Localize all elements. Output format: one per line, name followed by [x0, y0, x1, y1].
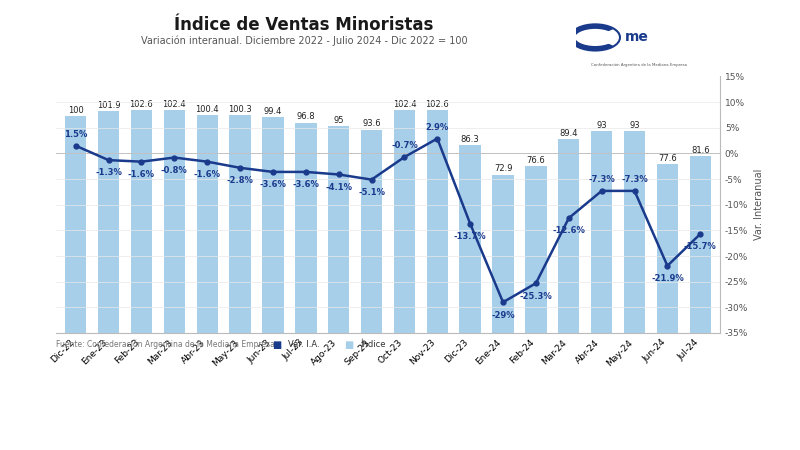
Text: Confederación Argentina de la Mediana Empresa: Confederación Argentina de la Mediana Em…: [591, 63, 687, 67]
Text: 102.6: 102.6: [426, 100, 449, 109]
Text: 93: 93: [596, 121, 607, 130]
Y-axis label: Var. Interanual: Var. Interanual: [754, 169, 764, 240]
Text: -12.6%: -12.6%: [552, 226, 586, 235]
Bar: [657, 164, 678, 333]
Bar: [295, 122, 317, 333]
Bar: [197, 115, 218, 333]
Text: 86.3: 86.3: [461, 135, 479, 144]
Text: -7.3%: -7.3%: [588, 175, 615, 184]
Text: -3.6%: -3.6%: [259, 180, 286, 189]
Wedge shape: [595, 30, 618, 45]
Text: -5.1%: -5.1%: [358, 188, 385, 197]
Bar: [624, 131, 646, 333]
Text: -29%: -29%: [491, 310, 515, 320]
Text: ■: ■: [272, 340, 282, 350]
Text: 95: 95: [334, 117, 344, 126]
Text: 100.3: 100.3: [228, 105, 252, 114]
Text: 2.9%: 2.9%: [426, 123, 449, 132]
Text: -1,6%: -1,6%: [615, 373, 690, 396]
Text: Variación intermensual
desestacionalizada: Variación intermensual desestacionalizad…: [596, 400, 709, 422]
Bar: [394, 110, 415, 333]
Bar: [98, 112, 119, 333]
Text: 99.4: 99.4: [264, 107, 282, 116]
Text: 1.5%: 1.5%: [64, 130, 87, 139]
Bar: [492, 175, 514, 333]
Text: Variación interanual: Variación interanual: [97, 406, 195, 416]
Bar: [591, 131, 612, 333]
Text: -21.9%: -21.9%: [651, 274, 684, 283]
Text: 76.6: 76.6: [526, 157, 546, 166]
Text: 89.4: 89.4: [559, 129, 578, 138]
Text: -15,7%: -15,7%: [100, 373, 192, 396]
Bar: [130, 110, 152, 333]
Text: 93: 93: [630, 121, 640, 130]
Text: -1.6%: -1.6%: [194, 170, 221, 179]
Text: Ⓒme: Ⓒme: [135, 426, 157, 435]
Text: 101.9: 101.9: [97, 101, 121, 110]
Text: 93.6: 93.6: [362, 119, 381, 128]
Bar: [262, 117, 284, 333]
Text: -3.6%: -3.6%: [292, 180, 319, 189]
Bar: [526, 166, 546, 333]
Text: -0.8%: -0.8%: [161, 166, 188, 175]
Text: -17%: -17%: [366, 373, 433, 396]
Text: me: me: [625, 31, 649, 45]
Text: -0.7%: -0.7%: [391, 141, 418, 150]
Text: Ⓒme: Ⓒme: [389, 426, 410, 435]
Text: Índice de Ventas Minoristas: Índice de Ventas Minoristas: [174, 16, 434, 34]
Text: Índice: Índice: [360, 340, 386, 349]
Text: Fuente: Confederación Argentina de la Mediana Empresa: Fuente: Confederación Argentina de la Me…: [56, 340, 275, 349]
Text: -1.6%: -1.6%: [128, 170, 155, 179]
Text: 102.4: 102.4: [162, 100, 186, 109]
Text: Variación interanual. Diciembre 2022 - Julio 2024 - Dic 2022 = 100: Variación interanual. Diciembre 2022 - J…: [141, 35, 467, 45]
Text: -25.3%: -25.3%: [519, 292, 552, 301]
Text: 100.4: 100.4: [195, 105, 219, 114]
Text: -15.7%: -15.7%: [684, 242, 717, 251]
Text: Var. I.A.: Var. I.A.: [288, 340, 320, 349]
Text: -13.7%: -13.7%: [454, 232, 486, 241]
Bar: [459, 145, 481, 333]
Text: 102.6: 102.6: [130, 100, 154, 109]
Bar: [164, 110, 185, 333]
Bar: [690, 156, 711, 333]
Text: 77.6: 77.6: [658, 154, 677, 163]
Text: -4.1%: -4.1%: [325, 183, 352, 192]
Text: 81.6: 81.6: [691, 145, 710, 154]
Text: -1.3%: -1.3%: [95, 168, 122, 177]
Text: Variación acumulada: Variación acumulada: [349, 406, 450, 416]
Bar: [328, 126, 350, 333]
Text: Ⓒme: Ⓒme: [642, 426, 663, 435]
Text: 102.4: 102.4: [393, 100, 416, 109]
Text: 100: 100: [68, 106, 83, 115]
Bar: [230, 115, 250, 333]
Text: ■: ■: [344, 340, 354, 350]
Bar: [426, 110, 448, 333]
Text: -7.3%: -7.3%: [621, 175, 648, 184]
Text: -2.8%: -2.8%: [226, 176, 254, 185]
Bar: [558, 139, 579, 333]
Text: 72.9: 72.9: [494, 164, 512, 173]
Bar: [65, 116, 86, 333]
Bar: [361, 130, 382, 333]
Text: 96.8: 96.8: [297, 112, 315, 122]
